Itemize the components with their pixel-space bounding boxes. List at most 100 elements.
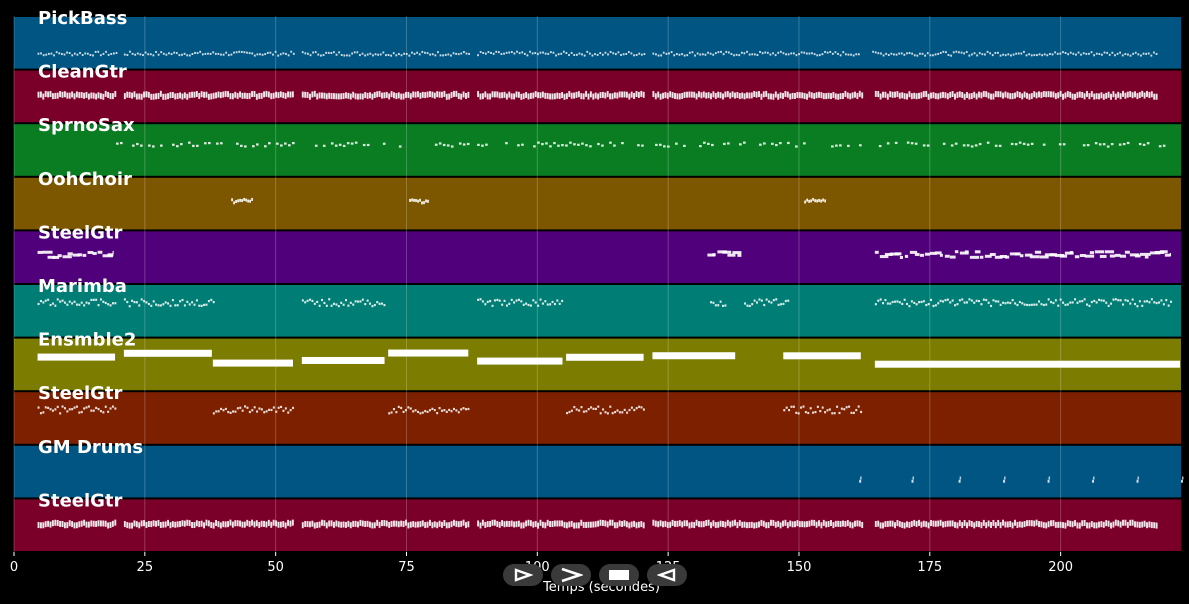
note [691,51,694,54]
note [270,408,273,412]
note [822,93,825,100]
note [889,91,892,98]
note [860,476,862,480]
note [496,520,499,527]
note [958,299,961,302]
note [403,52,406,55]
note [1049,53,1051,56]
note [183,92,186,99]
note [516,50,518,53]
note [383,92,386,99]
note [193,303,196,306]
note [1026,92,1028,99]
note [1086,522,1088,529]
note [537,92,540,99]
note [1110,522,1112,529]
note [852,411,855,415]
note [717,304,720,307]
note [1064,303,1067,306]
note [591,54,594,57]
note [429,91,431,98]
note [1095,52,1098,55]
note [44,406,47,409]
note [188,141,191,144]
note [818,520,820,527]
note [1105,92,1108,99]
note [642,91,645,98]
note [782,92,784,99]
note [83,92,86,99]
note [284,92,287,99]
note [351,52,354,55]
note [527,93,530,100]
note [839,93,842,100]
note [1026,303,1029,307]
note [1002,519,1004,526]
note [786,522,789,529]
note [982,519,985,526]
note [529,92,532,99]
note [816,405,819,408]
note [1124,250,1130,254]
note [770,519,772,526]
note [954,142,958,145]
note [934,520,937,527]
note [102,300,105,303]
note [508,520,511,527]
note [997,91,1000,98]
note [829,50,832,53]
note [234,410,237,413]
note [585,144,588,147]
note [1044,253,1055,257]
note [348,54,351,57]
note [1069,301,1072,304]
note [400,93,403,100]
note [68,52,71,55]
note [181,298,184,302]
note [455,520,458,527]
note [903,53,906,56]
note [1062,522,1064,529]
note [1160,299,1163,302]
note [373,92,376,99]
note [623,408,626,412]
note [932,54,934,57]
play-button[interactable] [503,564,543,586]
note [756,54,759,57]
note [87,521,90,528]
note [159,304,162,307]
note [625,52,628,55]
note [882,522,884,529]
note [578,409,581,412]
note [851,522,854,529]
fast-forward-button[interactable] [551,564,591,586]
note [834,520,837,527]
rewind-button[interactable] [647,564,687,586]
note [642,522,645,529]
note [99,298,102,301]
note [160,51,163,54]
note [1002,53,1005,56]
note [890,52,893,55]
note [874,90,877,97]
note [253,406,256,409]
note [1021,93,1024,100]
note [193,522,196,529]
note [433,408,436,412]
stop-button[interactable] [599,564,639,586]
note [337,305,340,308]
note [277,92,280,99]
note [390,411,393,414]
note [814,199,817,203]
note [142,54,144,57]
note [910,300,913,303]
note [231,198,233,202]
note [794,92,796,99]
note [482,52,485,55]
note [683,520,686,527]
note [981,53,984,56]
note [949,255,956,259]
note [849,93,852,100]
note [537,141,540,144]
note [1083,298,1086,301]
